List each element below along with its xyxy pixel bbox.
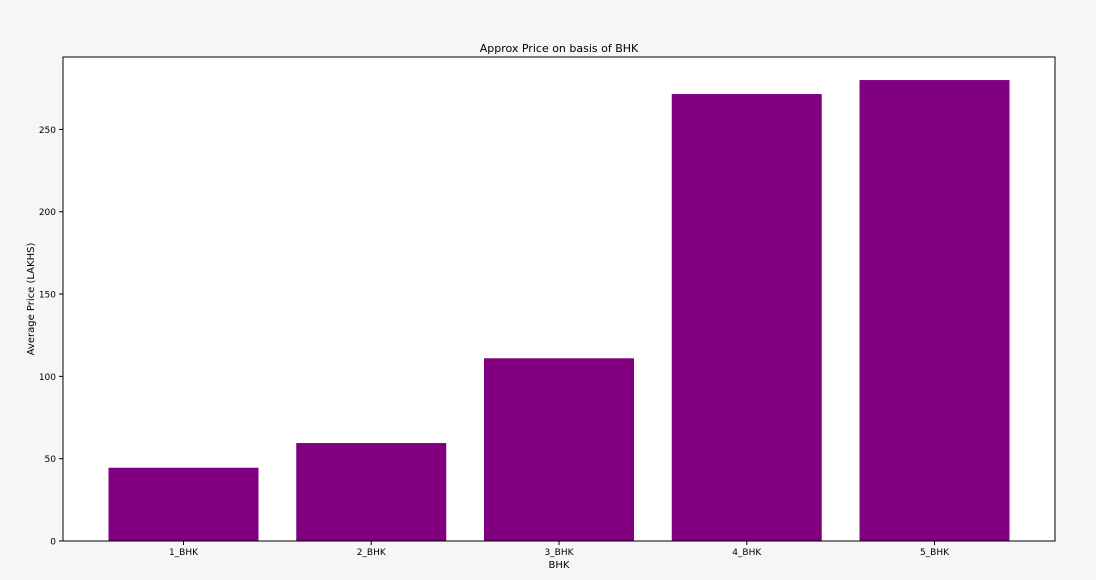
y-tick-label: 250	[39, 126, 56, 136]
y-tick-label: 0	[50, 538, 56, 548]
y-axis-ticks: 0 50 100 150 200 250	[39, 126, 63, 548]
x-tick-label: 1_BHK	[169, 548, 199, 558]
x-tick-label: 4_BHK	[732, 548, 762, 558]
y-tick-label: 150	[39, 291, 56, 301]
x-tick-label: 3_BHK	[544, 548, 574, 558]
y-tick-label: 100	[39, 373, 56, 383]
bar-4_BHK	[671, 94, 822, 541]
y-axis-label: Average Price (LAKHS)	[26, 243, 37, 356]
y-tick-label: 200	[39, 208, 56, 218]
bar-5_BHK	[859, 80, 1010, 542]
plot-frame	[62, 56, 1056, 542]
x-tick-label: 2_BHK	[357, 548, 387, 558]
x-axis-label: BHK	[549, 560, 570, 571]
chart-title: Approx Price on basis of BHK	[480, 42, 639, 55]
bar-2_BHK	[296, 443, 447, 541]
bar-3_BHK	[484, 358, 634, 541]
x-tick-label: 5_BHK	[920, 548, 950, 558]
bar-1_BHK	[108, 467, 259, 541]
y-tick-label: 50	[45, 455, 57, 465]
bars-group	[108, 80, 1010, 542]
x-axis-ticks: 1_BHK 2_BHK 3_BHK 4_BHK 5_BHK	[169, 541, 950, 558]
